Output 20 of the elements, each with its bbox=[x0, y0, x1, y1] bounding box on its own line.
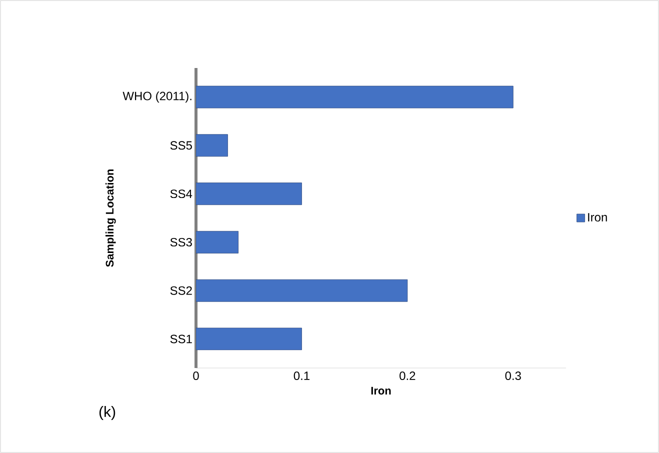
y-tick-label: SS4 bbox=[170, 190, 192, 198]
x-tick-label: 0.2 bbox=[400, 372, 416, 380]
x-tick-label: 0.3 bbox=[505, 372, 521, 380]
text: (k) bbox=[99, 406, 116, 420]
x-tick-label: 0 bbox=[193, 372, 199, 380]
bar bbox=[196, 134, 228, 157]
x-tick-label: 0.1 bbox=[294, 372, 310, 380]
bar bbox=[196, 86, 514, 108]
y-tick-label: SS3 bbox=[170, 238, 192, 246]
bar bbox=[196, 230, 238, 254]
bar bbox=[196, 182, 302, 206]
x-axis-title: Iron bbox=[371, 386, 391, 395]
y-tick-label: SS5 bbox=[170, 141, 192, 150]
y-tick-label: SS1 bbox=[170, 334, 192, 344]
legend-label: Iron bbox=[588, 213, 607, 222]
y-tick-label: WHO (2011). bbox=[122, 91, 192, 103]
bar bbox=[196, 279, 408, 302]
y-axis-title: Sampling Location bbox=[106, 169, 116, 267]
y-tick-label: SS2 bbox=[170, 286, 192, 295]
bar bbox=[196, 328, 302, 350]
